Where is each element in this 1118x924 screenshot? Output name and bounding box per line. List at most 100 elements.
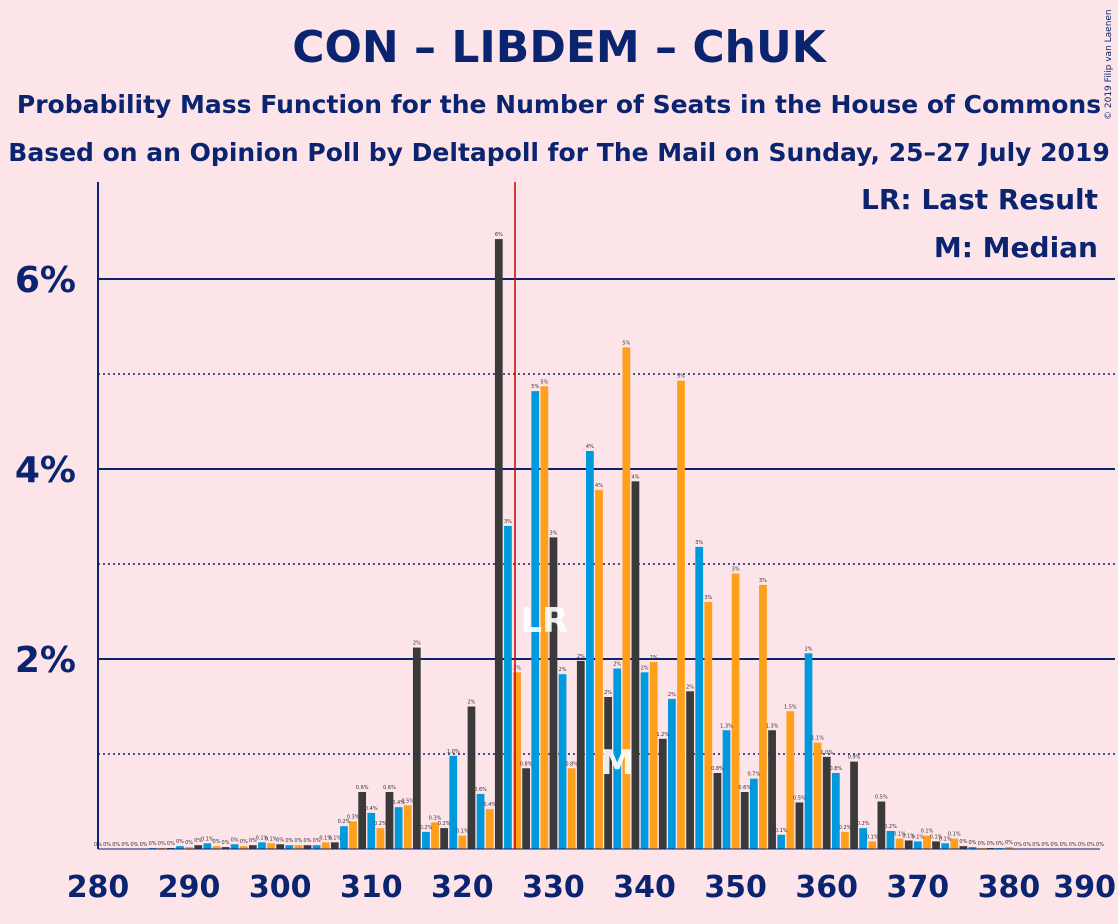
bar-331 xyxy=(558,674,567,849)
bar-369 xyxy=(904,840,913,849)
bar-label-327: 0.8% xyxy=(520,761,533,767)
bar-label-325: 3% xyxy=(504,519,512,525)
bar-294 xyxy=(221,847,230,849)
bar-label-292: 0.1% xyxy=(201,836,214,842)
bar-349 xyxy=(722,730,731,849)
bar-label-283: 0% xyxy=(121,842,129,848)
bar-label-357: 0.5% xyxy=(793,795,806,801)
bar-327 xyxy=(522,768,530,849)
chart-title: CON – LIBDEM – ChUK xyxy=(292,22,826,73)
bar-291 xyxy=(194,845,203,849)
bar-label-320: 0.1% xyxy=(456,829,469,835)
bar-340 xyxy=(640,672,649,849)
x-tick-label: 300 xyxy=(249,870,312,905)
bar-label-345: 2% xyxy=(686,684,694,690)
bar-label-388: 0% xyxy=(1078,842,1086,848)
bar-label-285: 0% xyxy=(140,842,148,848)
bar-334 xyxy=(586,450,594,849)
bar-372 xyxy=(932,841,940,849)
bar-306 xyxy=(330,842,339,849)
bar-338 xyxy=(622,347,631,849)
bar-label-351: 0.6% xyxy=(738,785,751,791)
bar-label-367: 0.2% xyxy=(884,824,897,830)
x-tick-label: 290 xyxy=(158,870,221,905)
bar-label-294: 0% xyxy=(222,840,230,846)
bar-label-352: 0.7% xyxy=(748,772,761,778)
bar-302 xyxy=(294,845,303,849)
bar-label-380: 0% xyxy=(1005,840,1013,846)
gridlines xyxy=(98,278,1115,755)
chart-subtitle-1: Probability Mass Function for the Number… xyxy=(16,90,1102,119)
bar-label-319: 1.0% xyxy=(447,749,460,755)
bar-label-313: 0.4% xyxy=(392,800,405,806)
bar-360 xyxy=(822,756,831,849)
bar-label-342: 1.2% xyxy=(656,732,669,738)
bar-344 xyxy=(677,380,685,849)
bar-label-318: 0.2% xyxy=(438,821,451,827)
bar-351 xyxy=(740,792,749,849)
bar-label-333: 2% xyxy=(577,654,585,660)
x-tick-label: 390 xyxy=(1053,870,1116,905)
x-tick-label: 310 xyxy=(340,870,403,905)
bar-label-302: 0% xyxy=(294,838,302,844)
bar-label-303: 0% xyxy=(304,838,312,844)
chart-subtitle-2: Based on an Opinion Poll by Deltapoll fo… xyxy=(8,138,1110,167)
y-tick-label: 4% xyxy=(15,450,76,491)
bar-368 xyxy=(895,838,904,849)
bar-label-362: 0.2% xyxy=(839,825,852,831)
bar-317 xyxy=(431,822,439,849)
bar-304 xyxy=(312,845,321,849)
bar-label-368: 0.1% xyxy=(893,832,906,838)
bar-label-344: 5% xyxy=(677,374,685,380)
bar-label-306: 0.1% xyxy=(328,835,341,841)
bar-label-337: 2% xyxy=(613,662,621,668)
bar-label-349: 1.3% xyxy=(720,723,733,729)
bar-313 xyxy=(394,807,403,849)
y-tick-label: 6% xyxy=(15,260,76,301)
bar-364 xyxy=(859,828,868,849)
bar-337 xyxy=(613,668,622,849)
bar-label-316: 0.2% xyxy=(420,825,433,831)
bar-label-282: 0% xyxy=(112,842,120,848)
bar-label-376: 0% xyxy=(969,840,977,846)
bar-label-332: 0.8% xyxy=(565,761,578,767)
bar-312 xyxy=(385,792,394,849)
bar-label-340: 2% xyxy=(641,665,649,671)
bar-label-378: 0% xyxy=(987,841,995,847)
bar-292 xyxy=(203,843,212,849)
bar-label-308: 0.3% xyxy=(347,814,360,820)
bar-label-360: 1.0% xyxy=(820,750,833,756)
bar-324 xyxy=(494,239,503,850)
bar-label-338: 5% xyxy=(622,340,630,346)
bar-label-346: 3% xyxy=(695,540,703,546)
bar-343 xyxy=(668,698,676,849)
bar-label-295: 0% xyxy=(231,837,239,843)
bar-354 xyxy=(768,730,776,849)
bar-359 xyxy=(813,742,822,849)
bar-label-379: 0% xyxy=(996,841,1004,847)
bar-325 xyxy=(504,526,512,849)
y-tick-label: 2% xyxy=(15,640,76,681)
bar-365 xyxy=(868,841,877,849)
bar-303 xyxy=(303,845,312,849)
bar-label-305: 0.1% xyxy=(319,835,332,841)
bar-376 xyxy=(968,847,977,849)
bar-333 xyxy=(576,660,585,849)
bar-300 xyxy=(276,844,285,849)
bar-labels: 0%0%0%0%0%0%0%0%0%0%0%0%0.1%0%0%0%0%0%0.… xyxy=(94,232,1104,848)
bar-label-310: 0.4% xyxy=(365,806,378,812)
bar-label-359: 1.1% xyxy=(811,736,824,742)
x-tick-label: 280 xyxy=(67,870,130,905)
bar-290 xyxy=(185,847,193,849)
bar-label-390: 0% xyxy=(1096,842,1104,848)
bar-361 xyxy=(831,773,840,849)
bar-label-290: 0% xyxy=(185,840,193,846)
bar-label-288: 0% xyxy=(167,841,175,847)
bar-347 xyxy=(704,602,713,849)
bar-353 xyxy=(759,584,767,849)
bar-label-309: 0.6% xyxy=(356,785,369,791)
bar-label-328: 5% xyxy=(531,384,539,390)
bar-289 xyxy=(176,846,184,849)
bar-label-370: 0.1% xyxy=(911,834,924,840)
bar-label-372: 0.1% xyxy=(930,834,943,840)
